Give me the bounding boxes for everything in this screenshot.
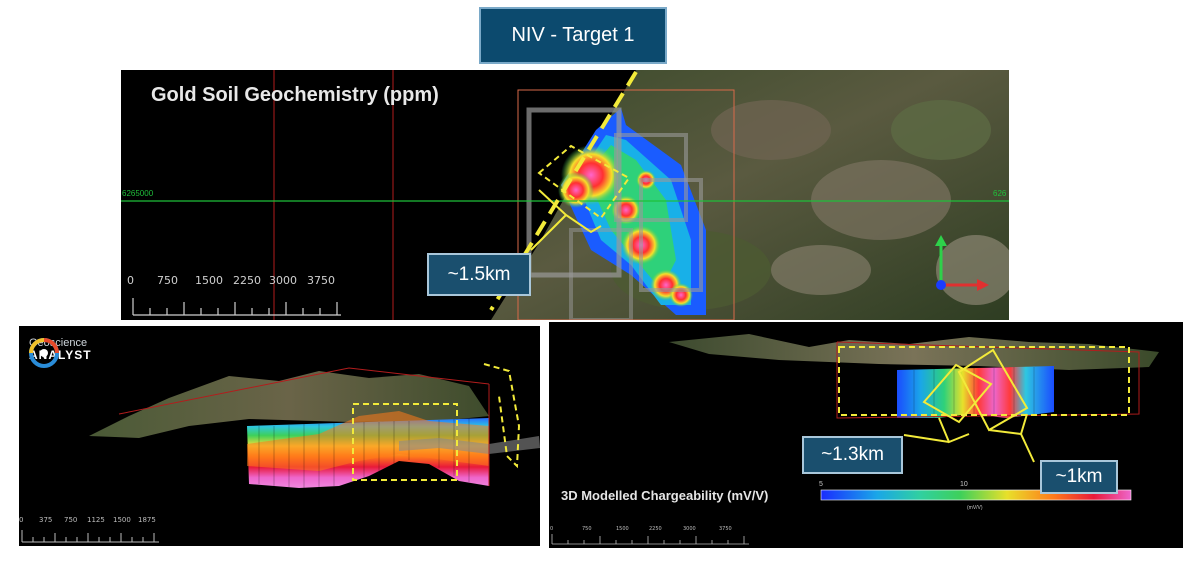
- callout-1-5km: ~1.5km: [427, 253, 531, 296]
- chargeability-model-graphic-right: 5 10 (mV/V) 3D Modelled Chargeability (m…: [550, 334, 1159, 545]
- logo-icon: [29, 338, 59, 368]
- gold-soil-geochemistry-map: 0 750 1500 2250 3000 3750 6265000 626 Go…: [121, 70, 1009, 320]
- callout-1km: ~1km: [1040, 460, 1118, 494]
- scale-label: 2250: [649, 526, 662, 532]
- scale-label: 3000: [269, 274, 297, 287]
- legend-unit: (mV/V): [967, 505, 983, 511]
- scale-bar: [132, 298, 341, 316]
- scale-label: 3750: [719, 526, 732, 532]
- scale-label: 375: [39, 516, 52, 524]
- gold-soil-map-graphic: 0 750 1500 2250 3000 3750 6265000 626: [121, 70, 1009, 320]
- easting-label: 6265000: [122, 189, 154, 198]
- callout-1-3km: ~1.3km: [802, 436, 903, 474]
- scale-label: 1500: [616, 526, 629, 532]
- scale-label: 0: [127, 274, 134, 287]
- geoscience-analyst-logo: Geoscience ANALYST: [29, 337, 92, 368]
- chargeability-3d-view-right: 5 10 (mV/V) 3D Modelled Chargeability (m…: [549, 322, 1183, 548]
- legend-title: 3D Modelled Chargeability (mV/V): [561, 488, 768, 503]
- chargeability-3d-view-left: 0 375 750 1125 1500 1875 Geoscience ANAL…: [19, 326, 540, 546]
- chargeability-model-graphic: 0 375 750 1125 1500 1875: [19, 363, 540, 543]
- map-title: Gold Soil Geochemistry (ppm): [151, 84, 439, 106]
- scale-bar: [551, 534, 749, 545]
- scale-label: 1125: [87, 516, 105, 524]
- scale-label: 0: [550, 526, 553, 532]
- scale-label: 750: [157, 274, 178, 287]
- chargeability-color-ramp: [821, 490, 1131, 500]
- scale-label: 3000: [683, 526, 696, 532]
- scale-label: 1500: [195, 274, 223, 287]
- legend-tick: 5: [819, 481, 823, 488]
- scale-label: 1875: [138, 516, 156, 524]
- scale-label: 2250: [233, 274, 261, 287]
- page-title: NIV - Target 1: [479, 7, 667, 64]
- scale-bar: [21, 530, 159, 543]
- scale-label: 0: [19, 516, 23, 524]
- scale-label: 750: [582, 526, 592, 532]
- legend-tick: 10: [960, 481, 968, 488]
- scale-label: 3750: [307, 274, 335, 287]
- easting-label: 626: [993, 189, 1007, 198]
- scale-label: 1500: [113, 516, 131, 524]
- scale-label: 750: [64, 516, 77, 524]
- logo-line-1: Geoscience: [29, 337, 88, 349]
